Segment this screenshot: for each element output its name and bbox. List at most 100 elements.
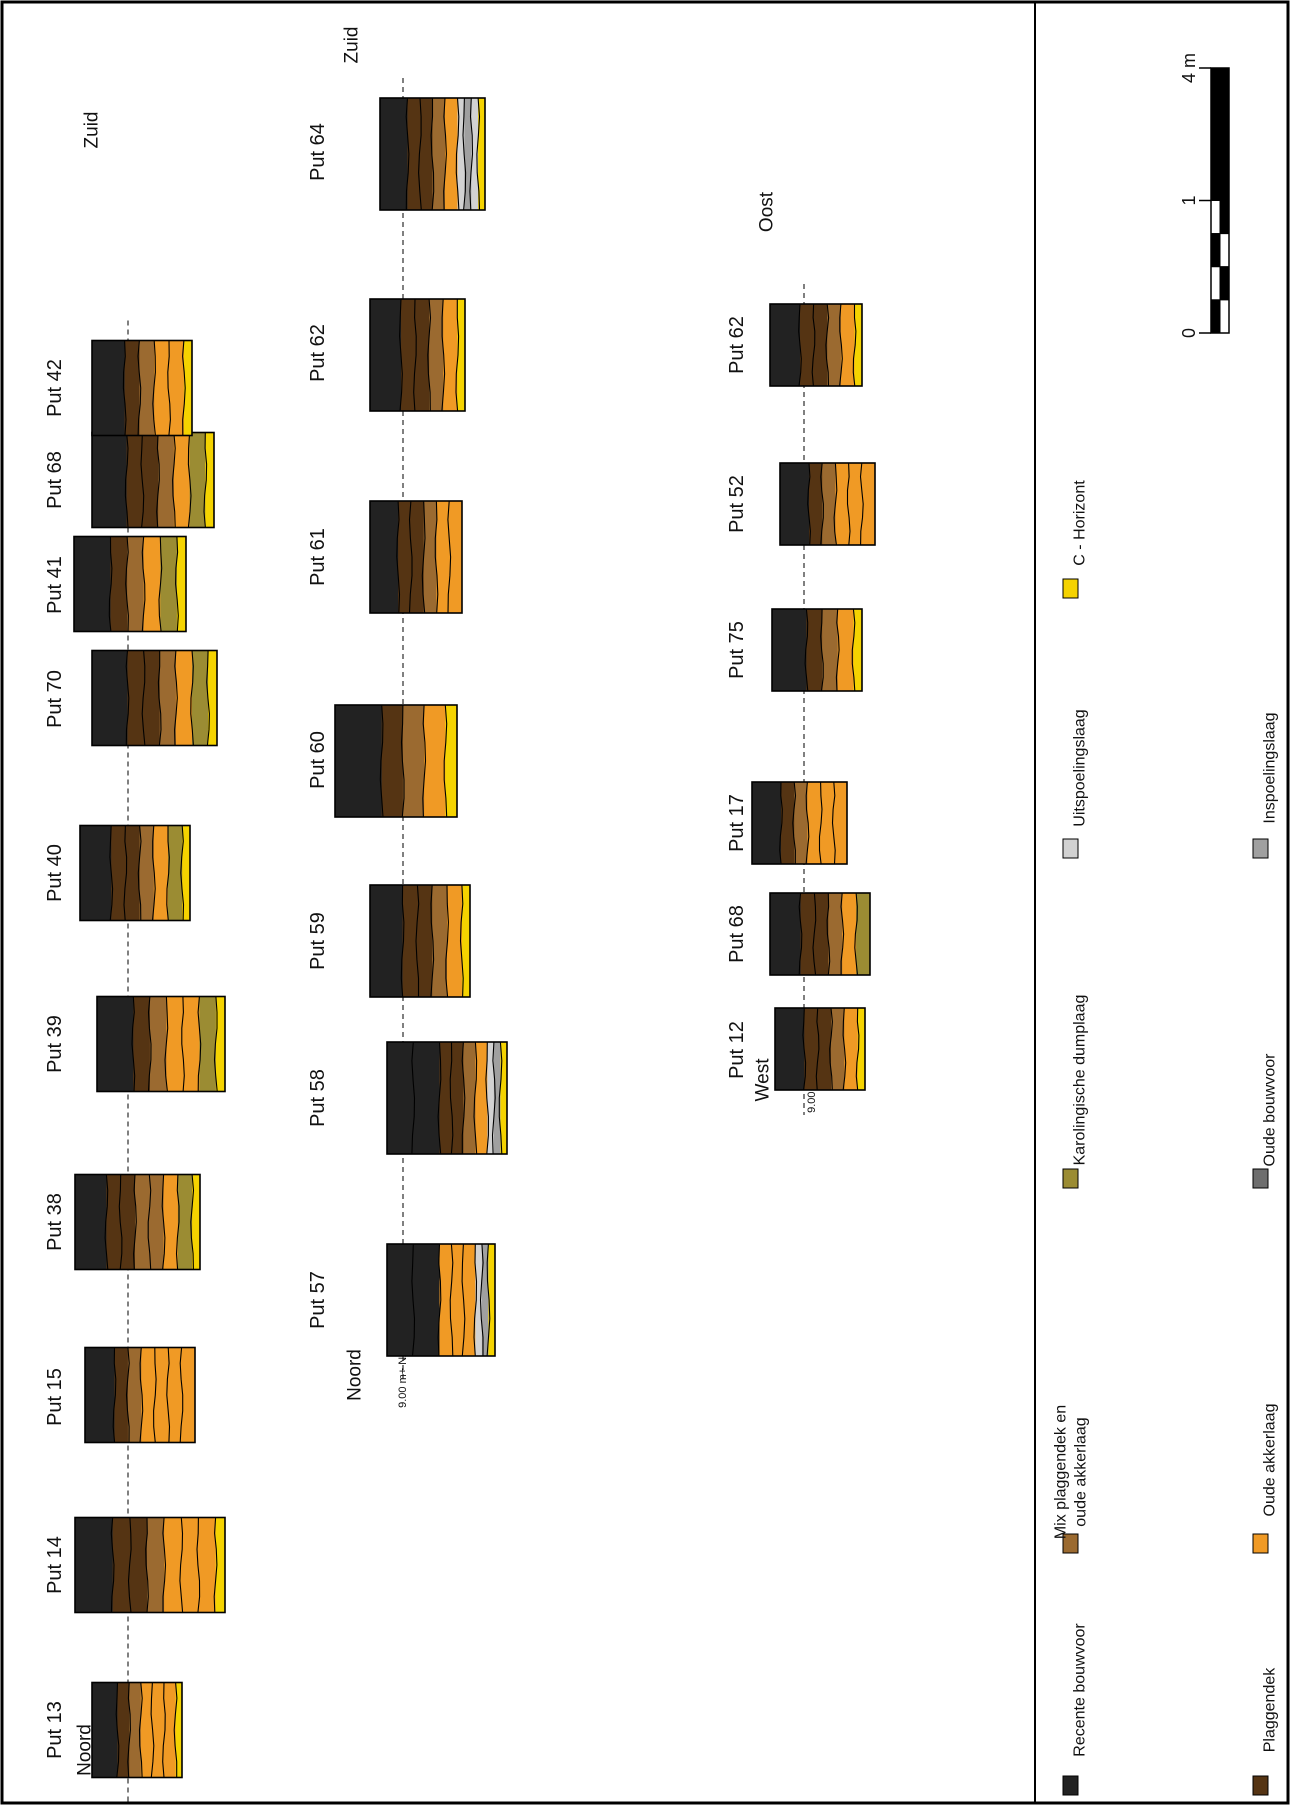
layer-boundary: [190, 650, 194, 746]
layer-oude-akkerlaag: [181, 1347, 196, 1443]
layer-mix: [429, 299, 444, 411]
layer-boundary: [190, 1174, 195, 1270]
layer-oude-akkerlaag: [861, 463, 876, 545]
layer-karolingische: [189, 432, 206, 528]
legend: Recente bouwvoor Plaggendek Mix plaggendek…: [1053, 480, 1279, 1796]
layer-oude-akkerlaag: [173, 432, 190, 528]
legend-swatch: [1252, 838, 1269, 859]
layer-oude-akkerlaag: [807, 782, 821, 864]
layer-recente-bouwvoor: [370, 299, 402, 411]
layer-boundary: [437, 1243, 442, 1357]
profile-rows: 9.00 m+ NAP Noord Zuid Put 13 Put 14 Put 15 Pu…: [44, 27, 876, 1803]
direction-start-label: West: [753, 1058, 774, 1102]
layer-plaggendek: [417, 885, 433, 997]
layer-boundary: [123, 825, 128, 921]
layer-mix: [159, 650, 177, 746]
layer-mix: [423, 501, 437, 613]
legend-item-oude-akkerlaag: Oude akkerlaag: [1252, 1404, 1279, 1554]
layer-boundary: [479, 1243, 484, 1356]
layer-mix: [139, 825, 155, 921]
layer-boundary: [804, 608, 809, 692]
layer-boundary: [213, 1517, 218, 1613]
profile-put-13: Put 13: [44, 1681, 183, 1779]
layer-mix: [149, 996, 167, 1092]
layer-oude-akkerlaag: [463, 1244, 476, 1356]
layer-boundary: [434, 500, 439, 614]
layer-boundary: [175, 536, 179, 632]
layer-oude-akkerlaag: [449, 501, 463, 613]
layer-mix: [158, 432, 175, 528]
profile-put-62: Put 62: [307, 298, 466, 412]
layer-mix: [139, 340, 155, 436]
direction-end-label: Oost: [757, 191, 778, 232]
layer-inspoelingslaag: [493, 1042, 501, 1154]
layer-oude-akkerlaag: [842, 893, 857, 975]
layer-c-horizont: [208, 650, 218, 746]
layer-boundary: [852, 304, 857, 387]
layer-boundary: [127, 1682, 131, 1778]
layer-boundary: [818, 781, 823, 865]
layer-plaggendek: [114, 1347, 129, 1443]
layer-boundary: [408, 500, 413, 614]
profile-put-40: Put 40: [44, 824, 191, 922]
layer-oude-akkerlaag: [154, 1347, 169, 1443]
layer-oude-akkerlaag: [169, 340, 185, 436]
profile-label: Put 59: [307, 912, 329, 970]
profile-put-14: Put 14: [44, 1516, 226, 1614]
layer-recente-bouwvoor: [413, 1042, 440, 1154]
layer-boundary: [833, 462, 838, 546]
layer-c-horizont: [445, 705, 458, 817]
layer-boundary: [421, 500, 426, 614]
layer-boundary: [156, 432, 160, 528]
layer-boundary: [792, 781, 797, 865]
layer-boundary: [153, 1347, 157, 1443]
legend-item-oude-bouwvoor: Oude bouwvoor: [1252, 1053, 1279, 1189]
layer-mix: [147, 1517, 165, 1613]
layer-boundary: [415, 884, 420, 997]
legend-swatch: [1062, 1775, 1079, 1796]
layer-boundary: [469, 97, 474, 211]
layer-mix: [828, 893, 843, 975]
profile-put-52: Put 52: [726, 462, 876, 546]
layer-boundary: [449, 1243, 454, 1357]
profile-put-58: Put 58: [307, 1041, 508, 1155]
layer-boundary: [125, 1347, 130, 1443]
profile-outline: [369, 884, 471, 998]
profile-outline: [74, 1173, 201, 1271]
legend-label: oude akkerlaag: [1073, 1417, 1090, 1526]
profile-label: Put 57: [307, 1271, 329, 1329]
scale-label: 4 m: [1179, 53, 1199, 83]
profile-put-68: Put 68: [44, 431, 215, 529]
layer-boundary: [820, 608, 824, 692]
layer-mix: [127, 536, 145, 632]
layer-boundary: [122, 340, 127, 436]
layer-plaggendek: [814, 893, 829, 975]
layer-oude-akkerlaag: [175, 650, 193, 746]
legend-item-uitspoelingslaag: Uitspoelingslaag: [1062, 709, 1089, 859]
layer-boundary: [182, 340, 186, 436]
layer-c-horizont: [215, 996, 226, 1092]
layer-inspoelingslaag: [464, 98, 472, 210]
layer-c-horizont: [857, 1008, 866, 1090]
layer-oude-akkerlaag: [439, 1244, 452, 1356]
layer-boundary: [851, 608, 856, 692]
layer-recente-bouwvoor: [752, 782, 782, 864]
layer-boundary: [161, 1174, 166, 1270]
profile-label: Put 64: [307, 123, 329, 181]
layer-recente-bouwvoor: [85, 1347, 115, 1443]
layer-boundary: [109, 825, 114, 921]
layer-boundary: [812, 892, 817, 976]
layer-c-horizont: [192, 1174, 201, 1270]
layer-boundary: [437, 1041, 442, 1155]
layer-boundary: [124, 432, 129, 528]
layer-mix: [432, 885, 448, 997]
layer-boundary: [174, 650, 178, 746]
profile-label: Put 58: [307, 1069, 329, 1127]
layer-boundary: [379, 704, 384, 818]
profile-outline: [91, 339, 193, 437]
profile-label: Put 38: [44, 1193, 66, 1251]
profile-label: Put 13: [44, 1701, 66, 1759]
layer-plaggendek: [781, 782, 795, 864]
profile-put-39: Put 39: [44, 995, 226, 1093]
